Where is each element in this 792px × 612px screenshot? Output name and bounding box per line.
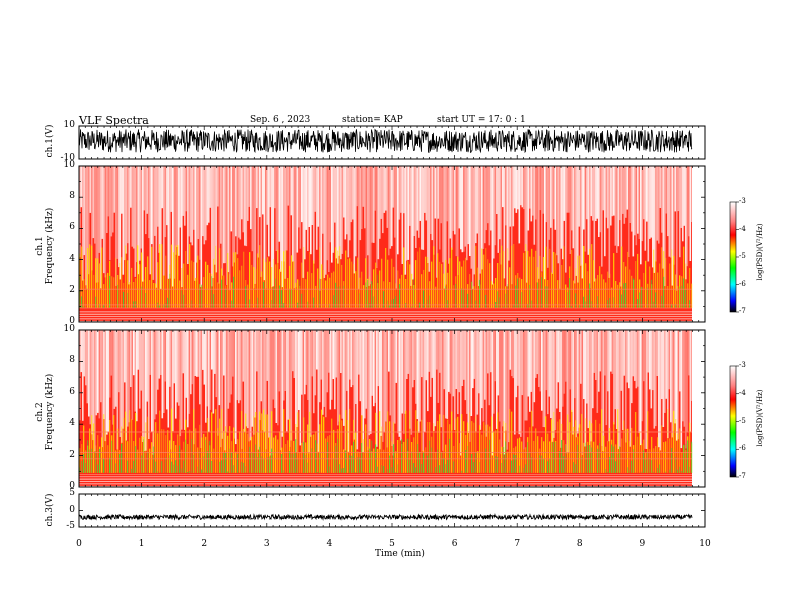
ch1-frequency-label: ch.1 Frequency (kHz) [35, 201, 55, 291]
ch1-colorbar-tick--5: -5 [739, 252, 746, 260]
x-tick-1: 1 [138, 539, 145, 549]
x-tick-7: 7 [514, 539, 521, 549]
ch1-waveform-panel [78, 128, 693, 154]
ch2-colorbar-tick--7: -7 [739, 472, 746, 480]
ch3-volt-tick-5: 5 [69, 488, 75, 498]
ch2-frequency-label-line1: ch.2 [35, 402, 45, 422]
ch2-freq-tick-8: 8 [69, 355, 75, 366]
ch1-frequency-label-line2: Frequency (kHz) [45, 207, 55, 285]
x-tick-6: 6 [451, 539, 458, 549]
ch1-frequency-label-line1: ch.1 [35, 236, 45, 256]
header-start-time: start UT = 17: 0 : 1 [437, 115, 526, 125]
ch2-colorbar-tick--6: -6 [739, 444, 746, 453]
ch3-volt-tick--5: -5 [66, 521, 75, 531]
ch2-colorbar-tick--3: -3 [739, 361, 746, 369]
ch2-frequency-label-line2: Frequency (kHz) [45, 373, 55, 451]
ch2-freq-tick-10: 10 [63, 324, 75, 334]
ch1-volt-tick--10: -10 [60, 153, 76, 163]
x-tick-9: 9 [639, 539, 646, 549]
ch1-spec-white-streaks [79, 166, 693, 291]
x-tick-0: 0 [76, 539, 82, 549]
ch1-spectrogram-panel [79, 166, 693, 322]
ch1-freq-tick-4: 4 [69, 253, 75, 264]
ch2-colorbar-tick--4: -4 [739, 388, 746, 397]
chart-title: VLF Spectra [79, 114, 149, 127]
ch1-colorbar [729, 201, 737, 313]
ch2-spectrogram-panel [79, 330, 693, 487]
ch3-waveform-line [78, 513, 693, 521]
x-tick-5: 5 [389, 539, 395, 549]
ch1-freq-tick-2: 2 [69, 284, 75, 295]
ch1-colorbar-tick--3: -3 [739, 197, 746, 205]
ch1-colorbar-tick--4: -4 [739, 224, 746, 233]
ch2-spec-white-streaks [79, 330, 693, 456]
x-tick-8: 8 [576, 539, 583, 549]
ch2-frequency-label: ch.2 Frequency (kHz) [35, 367, 55, 457]
x-axis-title: Time (min) [375, 549, 425, 559]
ch1-freq-tick-6: 6 [69, 222, 75, 233]
panel-frames [78, 125, 706, 528]
ch1-freq-tick-10: 10 [63, 160, 75, 170]
ch1-freq-tick-0: 0 [69, 316, 75, 326]
ch3-waveform-panel [78, 513, 693, 521]
ch1-colorbar-tick--6: -6 [739, 279, 746, 288]
x-tick-2: 2 [201, 539, 208, 549]
ch3-volt-tick-0: 0 [69, 504, 75, 515]
x-tick-3: 3 [263, 539, 270, 549]
frame-w3 [78, 493, 706, 528]
ch2-freq-tick-2: 2 [69, 449, 75, 460]
ch2-freq-tick-6: 6 [69, 386, 75, 397]
x-tick-10: 10 [699, 539, 711, 549]
x-tick-4: 4 [326, 539, 333, 549]
ch1-waveform-line [78, 128, 693, 154]
header-station: station= KAP [342, 115, 403, 125]
colorbars [729, 201, 739, 478]
ch2-colorbar-label: log(PSD)(V²/Hz) [756, 389, 764, 447]
header-date: Sep. 6 , 2023 [250, 115, 311, 125]
ch1-colorbar-tick--7: -7 [739, 307, 746, 315]
ch2-freq-tick-0: 0 [69, 481, 75, 491]
ch1-freq-tick-8: 8 [69, 191, 75, 202]
ch2-colorbar-tick--5: -5 [739, 416, 746, 425]
ch2-freq-tick-4: 4 [69, 418, 75, 429]
ch2-colorbar [729, 365, 737, 478]
ch1-volt-tick-10: 10 [63, 120, 75, 130]
ch1-colorbar-label: log(PSD)(V²/Hz) [756, 223, 764, 281]
